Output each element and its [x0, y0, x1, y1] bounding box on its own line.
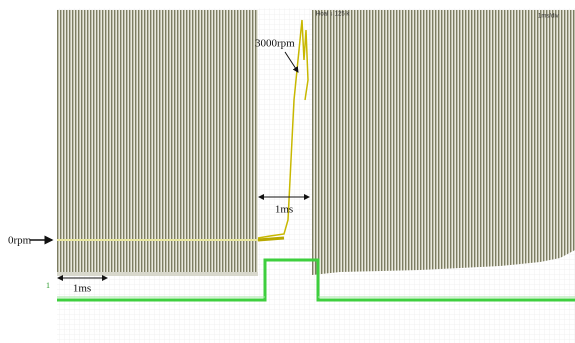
scale-label: 1ms	[73, 283, 91, 295]
peak-label: 3000rpm	[255, 38, 295, 50]
pulse-train-right	[312, 10, 575, 275]
timebase: 1ms/div	[538, 14, 559, 20]
yellow-trace-base	[258, 238, 284, 240]
channel-marker: 1	[46, 281, 50, 290]
scope-screen: 1 Hoal ↓ 125 k 1ms/div 3000rpm 1ms 0rpm …	[0, 0, 575, 343]
zero-label: 0rpm	[8, 235, 32, 247]
header: Hoal ↓ 125 k	[316, 12, 350, 18]
pulse-train-left	[57, 10, 258, 272]
width-label: 1ms	[275, 204, 293, 216]
baseline-fill	[57, 272, 258, 276]
